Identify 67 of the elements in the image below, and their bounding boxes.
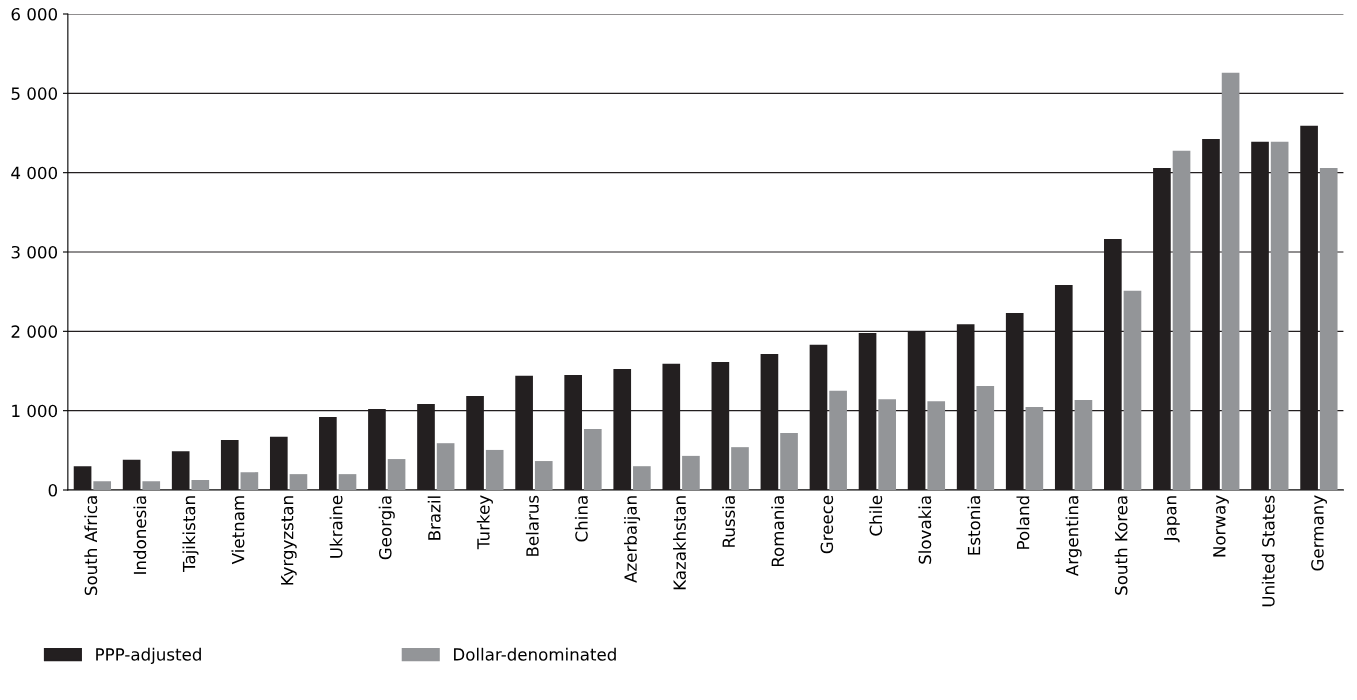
bar bbox=[1025, 407, 1044, 490]
x-tick-label: Georgia bbox=[378, 496, 395, 560]
bar bbox=[485, 449, 504, 490]
y-tick-label: 6 000 bbox=[11, 7, 58, 21]
bar bbox=[269, 436, 288, 490]
x-tick-label: United States bbox=[1261, 495, 1275, 607]
bar bbox=[976, 386, 995, 490]
bar bbox=[682, 455, 700, 490]
y-tick-label: 0 bbox=[48, 483, 58, 497]
x-tick-label: Azerbaijan bbox=[623, 496, 641, 583]
bar bbox=[633, 466, 651, 490]
x-tick-label: Argentina bbox=[1065, 496, 1082, 577]
bar bbox=[1074, 399, 1093, 490]
bar bbox=[583, 428, 602, 490]
bar bbox=[436, 443, 455, 490]
bar bbox=[191, 480, 210, 490]
x-tick-label: Chile bbox=[869, 495, 883, 536]
x-tick-label: China bbox=[574, 496, 588, 542]
y-tick-label: 4 000 bbox=[11, 166, 58, 180]
y-tick-label: 1 000 bbox=[12, 404, 58, 418]
bar bbox=[1172, 150, 1191, 490]
x-tick-label: Indonesia bbox=[133, 496, 147, 574]
y-tick-label: 2 000 bbox=[11, 325, 58, 338]
bar bbox=[534, 461, 553, 490]
x-tick-label: Russia bbox=[722, 496, 736, 547]
bar bbox=[927, 401, 946, 490]
legend-label: Dollar-denominated bbox=[454, 647, 616, 661]
x-tick-label: Ukraine bbox=[329, 495, 343, 558]
bar bbox=[338, 474, 357, 490]
bar bbox=[93, 481, 112, 490]
legend-label: PPP-adjusted bbox=[96, 647, 201, 664]
x-tick-label: Kazakhstan bbox=[673, 496, 686, 590]
x-tick-label: Norway bbox=[1213, 495, 1229, 557]
x-tick-label: Brazil bbox=[427, 496, 441, 540]
x-tick-label: Turkey bbox=[476, 495, 493, 550]
x-tick-label: Romania bbox=[771, 496, 785, 567]
bar bbox=[878, 399, 896, 490]
bar bbox=[142, 481, 161, 490]
x-tick-label: Vietnam bbox=[231, 496, 245, 565]
x-tick-label: Estonia bbox=[967, 496, 981, 555]
bar bbox=[220, 440, 239, 490]
x-tick-label: Japan bbox=[1164, 496, 1180, 543]
y-tick-label: 5 000 bbox=[11, 87, 58, 100]
x-tick-label: Kyrgyzstan bbox=[281, 496, 297, 585]
bar bbox=[171, 451, 190, 490]
x-tick-label: Greece bbox=[820, 495, 834, 554]
bar bbox=[780, 432, 798, 490]
bar bbox=[1221, 72, 1240, 490]
bar bbox=[240, 472, 259, 490]
bar bbox=[1270, 141, 1289, 490]
bar bbox=[731, 447, 749, 490]
bar bbox=[122, 459, 141, 490]
bar bbox=[1319, 167, 1338, 490]
x-tick-label: Germany bbox=[1311, 495, 1327, 571]
x-tick-label: Tajikistan bbox=[182, 496, 199, 573]
bar bbox=[387, 459, 406, 490]
bar bbox=[1123, 290, 1142, 490]
bar bbox=[319, 417, 337, 490]
x-tick-label: Belarus bbox=[525, 495, 539, 556]
bar bbox=[829, 390, 847, 490]
x-tick-label: Poland bbox=[1016, 496, 1030, 549]
x-tick-label: South Africa bbox=[84, 496, 98, 596]
x-tick-label: South Korea bbox=[1114, 496, 1128, 595]
bar bbox=[73, 466, 92, 490]
y-tick-label: 3 000 bbox=[11, 245, 58, 259]
bar bbox=[289, 474, 308, 490]
x-tick-label: Slovakia bbox=[918, 496, 932, 564]
